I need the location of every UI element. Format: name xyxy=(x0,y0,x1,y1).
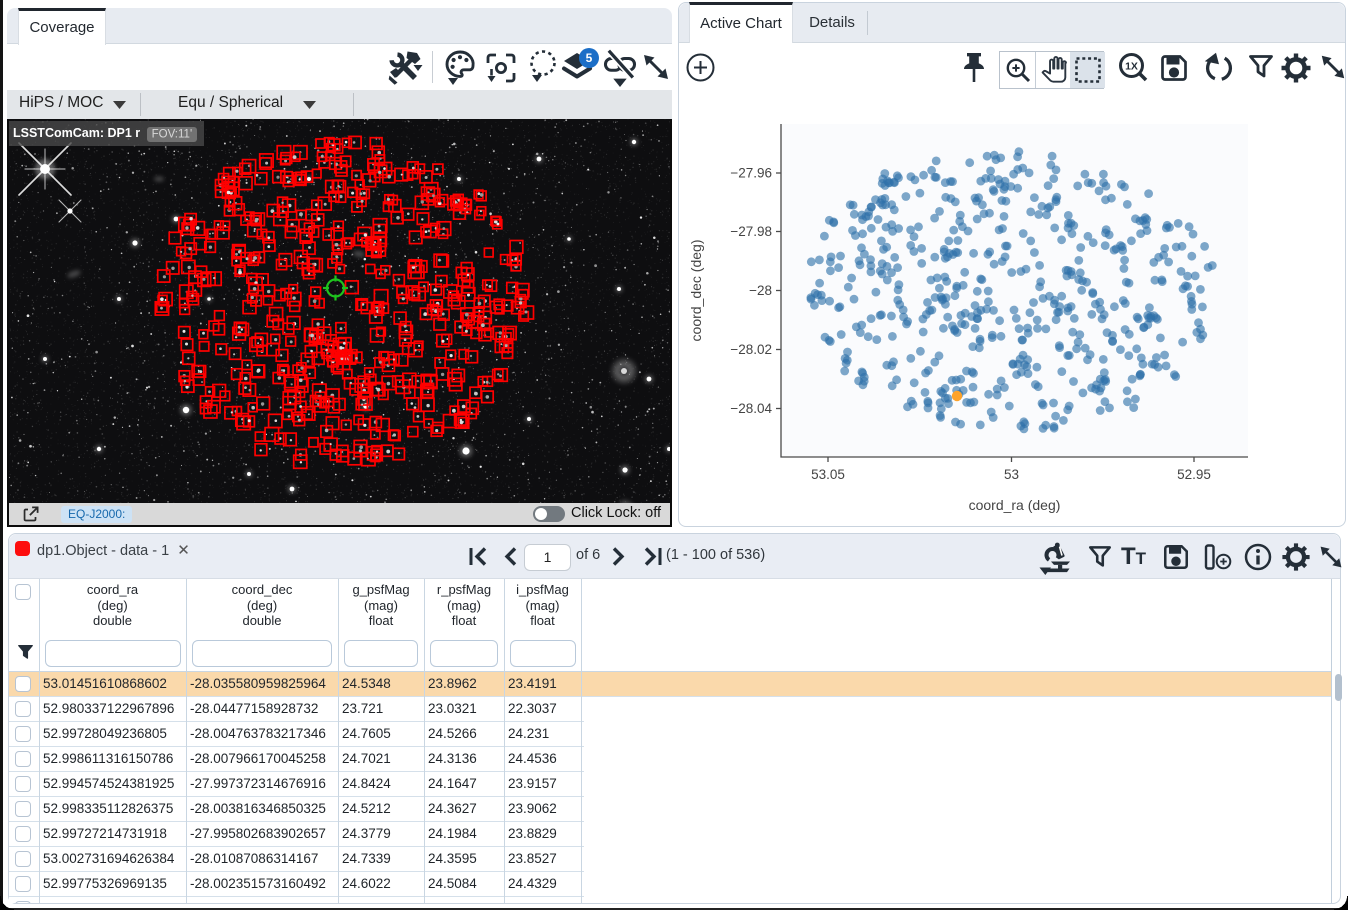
svg-text:53.05: 53.05 xyxy=(811,467,845,482)
svg-text:coord_ra (deg): coord_ra (deg) xyxy=(969,497,1061,513)
svg-text:52.95: 52.95 xyxy=(1177,467,1211,482)
svg-text:−28.04: −28.04 xyxy=(730,401,772,416)
svg-text:−28.02: −28.02 xyxy=(730,342,772,357)
svg-text:−28: −28 xyxy=(749,283,772,298)
svg-text:1X: 1X xyxy=(1125,61,1138,73)
svg-text:53: 53 xyxy=(1004,467,1019,482)
svg-text:−27.98: −27.98 xyxy=(730,224,772,239)
svg-text:−27.96: −27.96 xyxy=(730,166,772,181)
svg-text:coord_dec (deg): coord_dec (deg) xyxy=(688,240,704,342)
